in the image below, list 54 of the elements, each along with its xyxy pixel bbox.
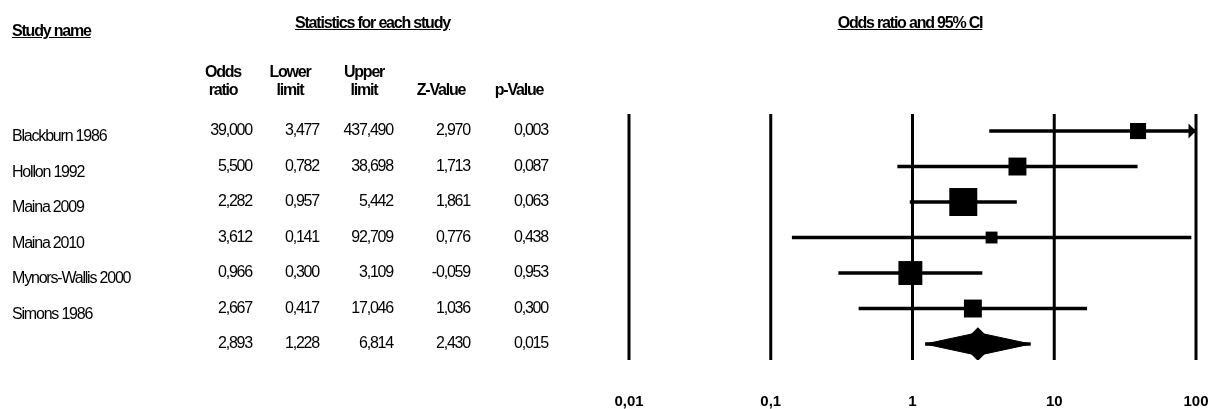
category-label: Hollon 1992: [12, 162, 85, 180]
category-label: Mynors-Wallis 2000: [12, 269, 131, 286]
x-tick-label: 0,1: [760, 392, 782, 409]
category-label: Z-Value: [415, 80, 467, 99]
text: 17,046: [351, 298, 393, 316]
text: 0,300: [284, 263, 319, 280]
text: 6,814: [358, 334, 393, 351]
text: 3,109: [358, 263, 393, 280]
text: 0,015: [513, 334, 548, 351]
text: 437,490: [343, 121, 393, 138]
text: 0,417: [284, 298, 319, 316]
text: 2,893: [217, 334, 252, 351]
text: Study name: [12, 22, 93, 40]
category-label: Simons 1986: [12, 304, 93, 322]
category-label: p-Value: [493, 80, 545, 99]
text: 39,000: [210, 121, 252, 138]
text: 0,063: [513, 192, 548, 209]
chart-title: Odds ratio and 95% CI: [836, 14, 984, 32]
text: 5,442: [358, 192, 393, 209]
category-label: Maina 2009: [12, 198, 84, 215]
text: 92,709: [351, 227, 393, 245]
text: 0,438: [513, 227, 548, 245]
category-label: Maina 2010: [12, 233, 84, 251]
text: 0,782: [284, 156, 319, 174]
text: 0,087: [513, 156, 548, 174]
text: 3,477: [284, 121, 319, 138]
text: 0,300: [513, 298, 548, 316]
text: 2,970: [435, 121, 470, 138]
text: 2,667: [217, 298, 252, 316]
text: -0,059: [431, 263, 470, 280]
x-tick-label: 1: [908, 392, 917, 409]
text: 0,957: [284, 192, 319, 209]
text: 1,713: [435, 156, 470, 174]
text: 0,953: [513, 263, 548, 280]
text: 1,861: [435, 192, 470, 209]
x-tick-label: 100: [1183, 392, 1209, 409]
x-tick-label: 10: [1045, 392, 1063, 409]
text: 2,282: [217, 192, 252, 209]
category-label: Lower limit: [268, 62, 313, 99]
text: 1,228: [284, 334, 319, 351]
category-label: Odds ratio: [203, 62, 243, 99]
category-label: Blackburn 1986: [12, 127, 107, 144]
text: 0,776: [435, 227, 470, 245]
text: 38,698: [351, 156, 393, 174]
text: 2,430: [435, 334, 470, 351]
text: 3,612: [217, 227, 252, 245]
x-tick-label: 0,01: [614, 392, 644, 409]
text: 0,141: [284, 227, 319, 245]
category-label: Upper limit: [342, 62, 386, 99]
text: 0,966: [217, 263, 252, 280]
text: 5,500: [217, 156, 252, 174]
text: 0,003: [513, 121, 548, 138]
text: Statistics for each study: [294, 14, 452, 32]
text: 1,036: [435, 298, 470, 316]
